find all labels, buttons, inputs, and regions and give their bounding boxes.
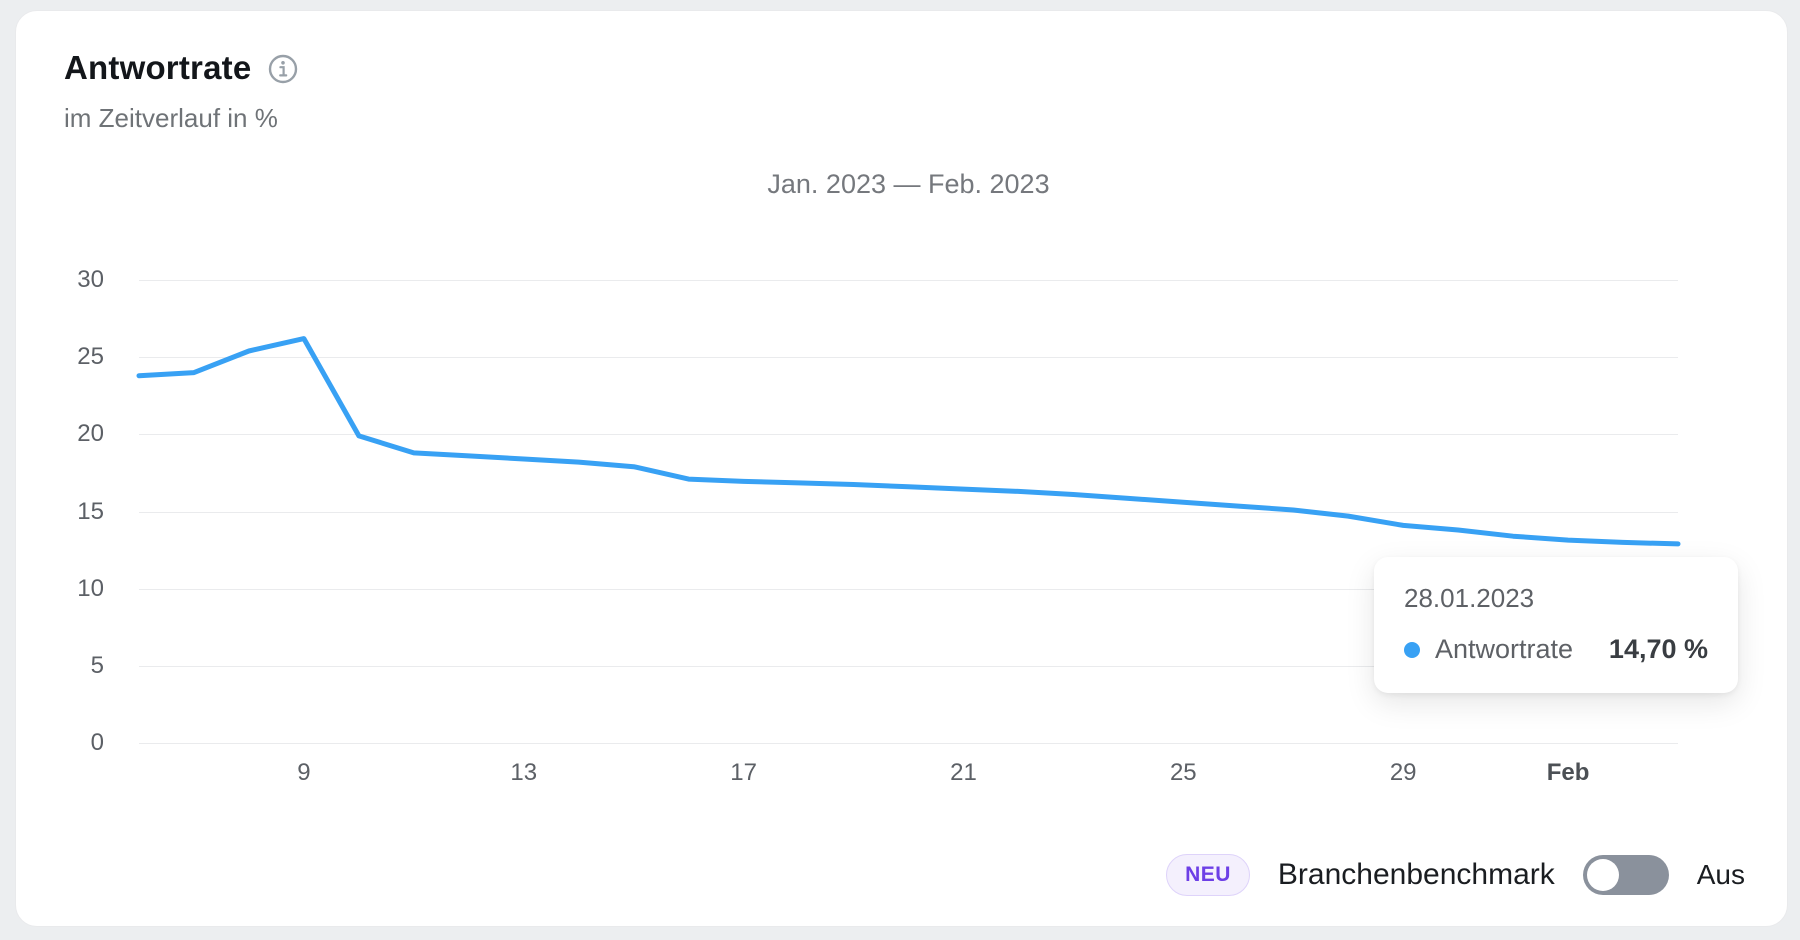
y-axis-tick: 30 [77, 266, 104, 293]
toggle-state-label: Aus [1696, 859, 1745, 890]
chart-date-range: Jan. 2023 — Feb. 2023 [767, 169, 1050, 199]
x-axis-tick: Feb [1546, 759, 1590, 786]
chart-tooltip: 28.01.2023 Antwortrate 14,70 % [1374, 557, 1738, 693]
x-axis-tick: 13 [510, 759, 538, 786]
tooltip-date: 28.01.2023 [1404, 583, 1535, 613]
gridline [139, 665, 1678, 667]
tooltip-value: 14,70 % [1608, 634, 1708, 664]
card-header: Antwortrate im Zeitverlauf in % [64, 49, 299, 134]
x-axis-tick: 21 [950, 759, 977, 786]
toggle-knob-icon [1586, 859, 1619, 891]
tooltip-series-label: Antwortrate [1435, 634, 1574, 664]
page-title: Antwortrate [64, 49, 252, 86]
x-axis-tick: 17 [730, 759, 757, 786]
gridline [139, 588, 1678, 590]
y-axis-tick: 0 [90, 729, 104, 756]
y-axis-tick: 5 [90, 651, 104, 679]
gridline [139, 434, 1678, 436]
x-axis-tick: 9 [297, 759, 311, 786]
x-axis-tick: 25 [1169, 759, 1197, 786]
series-dot-icon [1404, 641, 1420, 658]
y-axis-tick: 10 [77, 574, 104, 602]
benchmark-controls: NEU Branchenbenchmark Aus [1166, 854, 1745, 896]
benchmark-label: Branchenbenchmark [1277, 858, 1555, 891]
antwortrate-line [136, 336, 1681, 547]
info-icon[interactable] [267, 53, 299, 85]
x-axis-tick: 29 [1389, 759, 1417, 786]
chart-subtitle: im Zeitverlauf in % [64, 103, 278, 133]
gridline [139, 357, 1678, 359]
gridline [139, 280, 1678, 281]
y-axis-tick: 15 [77, 497, 104, 525]
gridline [139, 743, 1678, 744]
antwortrate-card: Antwortrate im Zeitverlauf in % Jan. 202… [15, 10, 1788, 927]
gridline [139, 511, 1678, 513]
y-axis-tick: 20 [77, 420, 104, 448]
benchmark-toggle[interactable] [1582, 855, 1669, 895]
neu-badge: NEU [1166, 854, 1250, 896]
line-chart: 0 5 10 15 20 25 30 9 13 17 21 25 29 Feb [16, 11, 1787, 926]
y-axis-tick: 25 [77, 343, 104, 371]
